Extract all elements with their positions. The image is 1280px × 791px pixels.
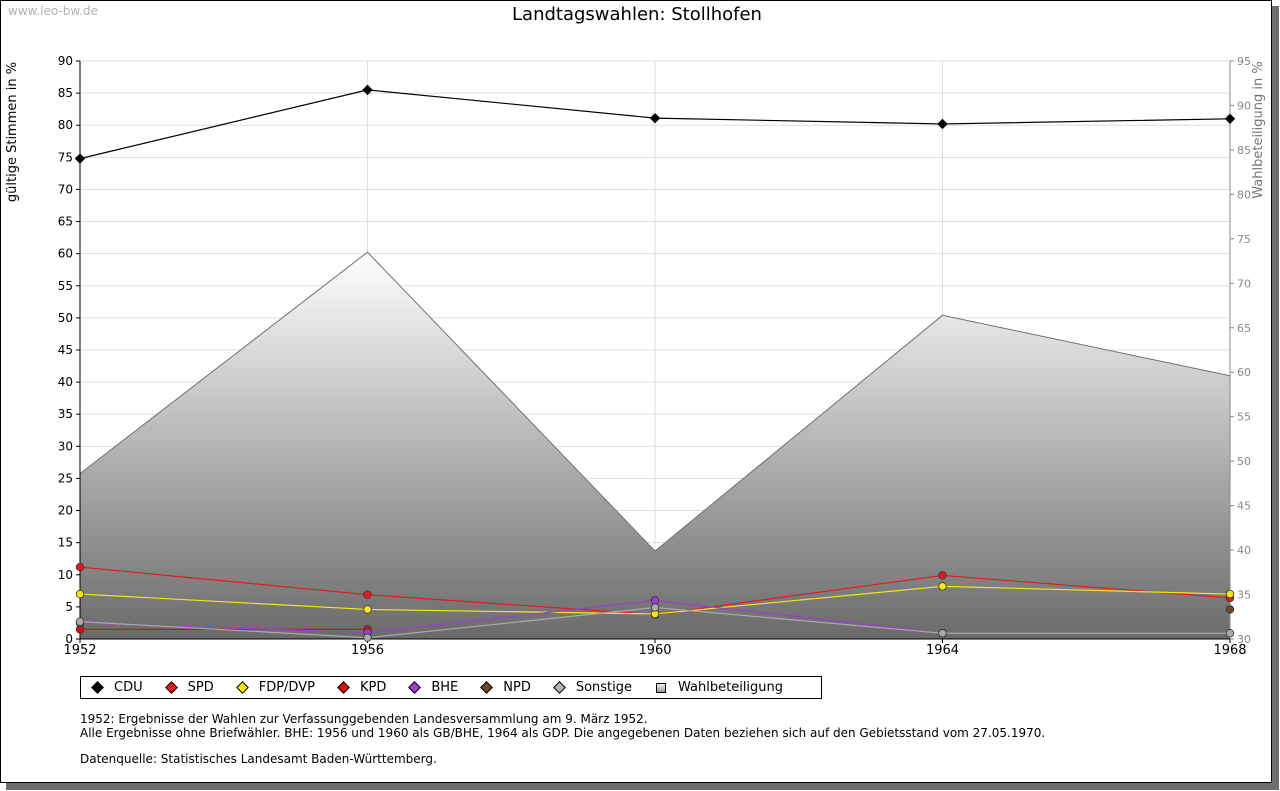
y-tick-label: 50 [58, 311, 73, 325]
point-cdu [362, 84, 373, 96]
legend-marker [235, 681, 249, 694]
y2-tick-label: 40 [1237, 544, 1251, 557]
y2-tick-label: 35 [1237, 589, 1251, 602]
area-wahlbeteiligung-outline [79, 251, 1231, 552]
y2-tick-label: 45 [1237, 500, 1251, 513]
point-cdu [649, 112, 661, 124]
legend-item: Sonstige [552, 680, 633, 695]
y-tick-label: 55 [58, 279, 73, 293]
point-sonstige [1225, 629, 1235, 638]
y-tick-label: 20 [58, 504, 73, 518]
y2-tick-label: 95 [1237, 55, 1251, 68]
y-tick-label: 5 [65, 600, 73, 614]
x-tick-label: 1956 [351, 643, 384, 658]
point-sonstige [75, 617, 85, 626]
legend-label: KPD [359, 680, 387, 695]
legend-item: KPD [337, 680, 387, 695]
point-cdu [1224, 113, 1236, 125]
point-spd [75, 562, 85, 572]
frame-shadow-bottom [6, 783, 1279, 790]
legend-marker [164, 681, 178, 694]
y-tick-label: 35 [58, 407, 73, 421]
y2-tick-label: 90 [1237, 99, 1251, 112]
y-axis-label: gültige Stimmen in % [5, 62, 20, 202]
point-spd [938, 571, 947, 580]
y-tick-label: 0 [65, 632, 73, 646]
legend-label: SPD [187, 680, 214, 695]
line-chart: www.leo-bw.de Landtagswahlen: Stollhofen… [5, 4, 1266, 658]
data-source: Datenquelle: Statistisches Landesamt Bad… [80, 752, 437, 766]
legend-marker [91, 681, 104, 694]
point-fdp-dvp [75, 589, 85, 599]
chart-title: Landtagswahlen: Stollhofen [512, 4, 762, 25]
y2-tick-label: 70 [1237, 277, 1251, 290]
legend-marker [408, 681, 422, 694]
point-sonstige [650, 603, 660, 612]
y-tick-label: 80 [58, 118, 73, 132]
point-sonstige [363, 633, 372, 642]
y-tick-label: 75 [58, 150, 73, 164]
y-tick-label: 90 [58, 54, 73, 68]
y-tick-label: 85 [58, 86, 73, 100]
y-tick-label: 10 [58, 568, 73, 582]
x-tick-label: 1964 [926, 643, 959, 658]
legend-marker [552, 681, 566, 694]
point-fdp-dvp [938, 582, 947, 591]
y2-tick-label: 65 [1237, 322, 1251, 335]
x-tick-label: 1968 [1213, 643, 1246, 658]
y2-tick-label: 50 [1237, 455, 1251, 468]
y-tick-label: 30 [58, 439, 73, 453]
y2-tick-label: 55 [1237, 411, 1251, 424]
y2-tick-label: 85 [1237, 144, 1251, 157]
point-sonstige [938, 629, 947, 638]
y-tick-label: 70 [58, 182, 73, 196]
y-tick-label: 40 [58, 375, 73, 389]
legend-marker [480, 681, 494, 694]
point-fdp-dvp [1225, 589, 1235, 599]
x-tick-label: 1952 [63, 643, 96, 658]
y2-tick-label: 80 [1237, 188, 1251, 201]
point-npd [1225, 605, 1235, 614]
legend-label: Sonstige [575, 680, 633, 695]
legend-item: SPD [164, 680, 214, 695]
legend-marker [337, 681, 350, 694]
y-tick-label: 15 [58, 536, 73, 550]
area-wahlbeteiligung [80, 252, 1230, 639]
note-line-1: 1952: Ergebnisse der Wahlen zur Verfassu… [80, 712, 648, 726]
note-line-2: Alle Ergebnisse ohne Briefwähler. BHE: 1… [80, 726, 1046, 740]
y-tick-label: 25 [58, 471, 73, 485]
point-fdp-dvp [363, 605, 372, 614]
legend-label: BHE [431, 680, 459, 695]
chart-legend: CDU SPD FDP/DVP KPD BHE NPD Sonstige Wahlbeteil… [80, 676, 822, 699]
y-tick-label: 65 [58, 215, 73, 229]
chart-notes: 1952: Ergebnisse der Wahlen zur Verfassu… [80, 712, 1045, 766]
legend-label: FDP/DVP [258, 680, 315, 695]
legend-item: CDU [91, 680, 143, 695]
legend-item: BHE [408, 680, 459, 695]
series-line-bhe [79, 599, 943, 634]
legend-item: FDP/DVP [235, 680, 315, 695]
y-tick-label: 45 [58, 343, 73, 357]
frame-shadow-right [1272, 6, 1279, 789]
x-tick-label: 1960 [638, 643, 671, 658]
point-spd [363, 590, 372, 599]
point-cdu [937, 118, 948, 130]
legend-item: NPD [480, 680, 531, 695]
legend-marker [656, 682, 667, 693]
y2-tick-label: 30 [1237, 633, 1251, 646]
legend-label: Wahlbeteiligung [678, 680, 784, 695]
y-tick-label: 60 [58, 247, 73, 261]
y2-axis-label: Wahlbeteiligung in % [1251, 61, 1266, 198]
legend-label: CDU [114, 680, 143, 695]
legend-label: NPD [503, 680, 531, 695]
point-cdu [74, 153, 86, 164]
point-bhe [650, 596, 660, 605]
y2-tick-label: 60 [1237, 366, 1251, 379]
watermark: www.leo-bw.de [8, 4, 98, 18]
y2-tick-label: 75 [1237, 233, 1251, 246]
legend-item: Wahlbeteiligung [656, 680, 783, 695]
